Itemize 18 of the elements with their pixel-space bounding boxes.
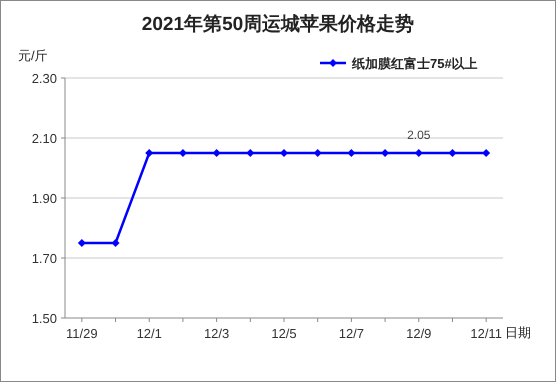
x-tick-label: 12/11 — [470, 326, 502, 341]
y-tick-label: 1.50 — [32, 311, 57, 326]
chart-title: 2021年第50周运城苹果价格走势 — [142, 13, 414, 35]
x-tick-label: 12/3 — [204, 326, 230, 341]
legend-label: 纸加膜红富士75#以上 — [351, 56, 478, 71]
data-label: 2.05 — [407, 128, 431, 142]
y-axis-title: 元/斤 — [18, 48, 48, 63]
legend: 纸加膜红富士75#以上 — [320, 56, 478, 71]
y-tick-label: 2.10 — [32, 131, 57, 146]
x-tick-label: 12/5 — [271, 326, 297, 341]
x-tick-label: 12/9 — [406, 326, 432, 341]
x-tick-label: 11/29 — [66, 326, 98, 341]
y-tick-label: 2.30 — [32, 71, 57, 86]
x-axis-title: 日期 — [505, 325, 531, 340]
x-tick-label: 12/1 — [136, 326, 162, 341]
x-tick-label: 12/7 — [338, 326, 364, 341]
y-tick-label: 1.90 — [32, 191, 57, 206]
y-tick-label: 1.70 — [32, 251, 57, 266]
